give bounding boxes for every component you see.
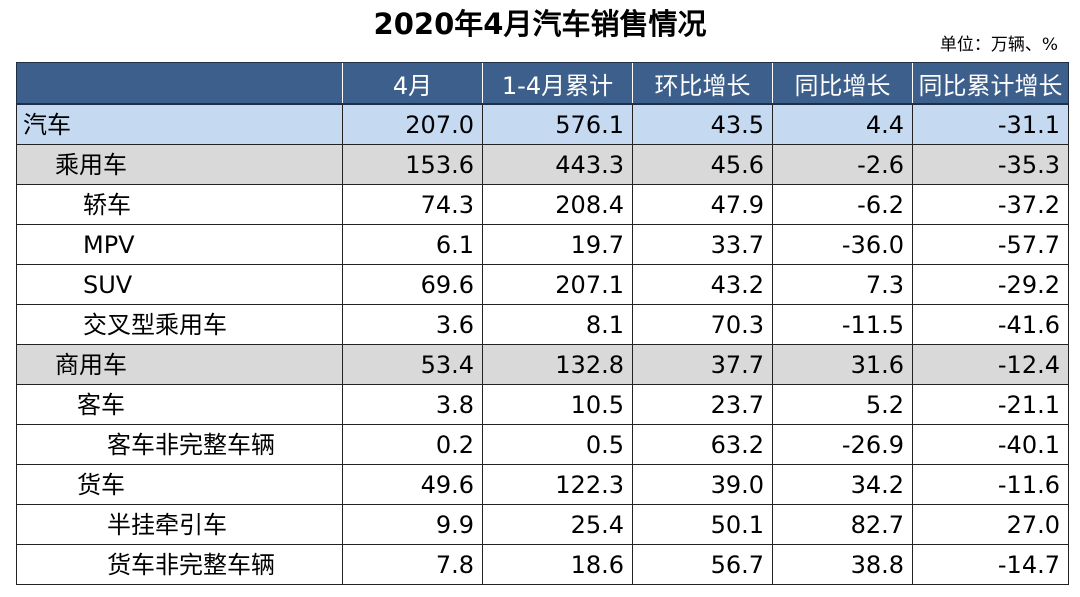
- mom-growth-value: 43.2: [632, 264, 773, 305]
- yoy-growth-value: 5.2: [772, 384, 913, 425]
- mom-growth-value: 50.1: [632, 504, 773, 545]
- cumulative-value: 0.5: [482, 424, 633, 465]
- april-value: 0.2: [342, 424, 483, 465]
- header-yoy-growth: 同比增长: [772, 62, 913, 105]
- yoy-growth-value: 4.4: [772, 103, 913, 145]
- table-body: 汽车 207.0 576.1 43.5 4.4 -31.1 乘用车 153.6 443.3 45.…: [16, 103, 1069, 585]
- yoy-cumulative-growth-value: -37.2: [912, 184, 1069, 225]
- header-jan-apr-cumulative: 1-4月累计: [482, 62, 633, 105]
- row-name: 客车: [16, 384, 343, 425]
- yoy-cumulative-growth-value: -29.2: [912, 264, 1069, 305]
- table-row: SUV 69.6 207.1 43.2 7.3 -29.2: [16, 264, 1069, 305]
- row-name: 客车非完整车辆: [16, 424, 343, 465]
- mom-growth-value: 37.7: [632, 344, 773, 385]
- cumulative-value: 576.1: [482, 103, 633, 145]
- cumulative-value: 443.3: [482, 144, 633, 185]
- header-april: 4月: [342, 62, 483, 105]
- table-row: 客车非完整车辆 0.2 0.5 63.2 -26.9 -40.1: [16, 424, 1069, 465]
- yoy-growth-value: -26.9: [772, 424, 913, 465]
- april-value: 74.3: [342, 184, 483, 225]
- table-row: 交叉型乘用车 3.6 8.1 70.3 -11.5 -41.6: [16, 304, 1069, 345]
- cumulative-value: 18.6: [482, 544, 633, 585]
- yoy-growth-value: -2.6: [772, 144, 913, 185]
- header-mom-growth: 环比增长: [632, 62, 773, 105]
- april-value: 9.9: [342, 504, 483, 545]
- cumulative-value: 8.1: [482, 304, 633, 345]
- mom-growth-value: 43.5: [632, 103, 773, 145]
- cumulative-value: 122.3: [482, 464, 633, 505]
- row-name: 半挂牵引车: [16, 504, 343, 545]
- yoy-cumulative-growth-value: -31.1: [912, 103, 1069, 145]
- cumulative-value: 19.7: [482, 224, 633, 265]
- cumulative-value: 132.8: [482, 344, 633, 385]
- yoy-growth-value: -6.2: [772, 184, 913, 225]
- april-value: 49.6: [342, 464, 483, 505]
- mom-growth-value: 23.7: [632, 384, 773, 425]
- table-row: 半挂牵引车 9.9 25.4 50.1 82.7 27.0: [16, 504, 1069, 545]
- row-name: SUV: [16, 264, 343, 305]
- yoy-cumulative-growth-value: -12.4: [912, 344, 1069, 385]
- header-category: [16, 62, 343, 105]
- sales-table: 4月 1-4月累计 环比增长 同比增长 同比累计增长 汽车 207.0 576.1 4…: [16, 62, 1069, 585]
- yoy-cumulative-growth-value: 27.0: [912, 504, 1069, 545]
- mom-growth-value: 63.2: [632, 424, 773, 465]
- yoy-cumulative-growth-value: -41.6: [912, 304, 1069, 345]
- yoy-growth-value: 7.3: [772, 264, 913, 305]
- april-value: 207.0: [342, 103, 483, 145]
- table-row: 客车 3.8 10.5 23.7 5.2 -21.1: [16, 384, 1069, 425]
- april-value: 6.1: [342, 224, 483, 265]
- yoy-cumulative-growth-value: -21.1: [912, 384, 1069, 425]
- table-row: 轿车 74.3 208.4 47.9 -6.2 -37.2: [16, 184, 1069, 225]
- yoy-cumulative-growth-value: -11.6: [912, 464, 1069, 505]
- yoy-cumulative-growth-value: -57.7: [912, 224, 1069, 265]
- yoy-growth-value: -11.5: [772, 304, 913, 345]
- table-row: MPV 6.1 19.7 33.7 -36.0 -57.7: [16, 224, 1069, 265]
- table-row: 汽车 207.0 576.1 43.5 4.4 -31.1: [16, 103, 1069, 145]
- table-row: 货车 49.6 122.3 39.0 34.2 -11.6: [16, 464, 1069, 505]
- row-name: MPV: [16, 224, 343, 265]
- mom-growth-value: 39.0: [632, 464, 773, 505]
- mom-growth-value: 70.3: [632, 304, 773, 345]
- page-title: 2020年4月汽车销售情况: [373, 7, 707, 41]
- yoy-cumulative-growth-value: -35.3: [912, 144, 1069, 185]
- april-value: 69.6: [342, 264, 483, 305]
- row-name: 货车: [16, 464, 343, 505]
- header-yoy-cumulative-growth: 同比累计增长: [912, 62, 1069, 105]
- april-value: 53.4: [342, 344, 483, 385]
- mom-growth-value: 45.6: [632, 144, 773, 185]
- cumulative-value: 208.4: [482, 184, 633, 225]
- cumulative-value: 207.1: [482, 264, 633, 305]
- row-name: 交叉型乘用车: [16, 304, 343, 345]
- table-row: 乘用车 153.6 443.3 45.6 -2.6 -35.3: [16, 144, 1069, 185]
- yoy-cumulative-growth-value: -40.1: [912, 424, 1069, 465]
- april-value: 3.6: [342, 304, 483, 345]
- cumulative-value: 10.5: [482, 384, 633, 425]
- table-row: 商用车 53.4 132.8 37.7 31.6 -12.4: [16, 344, 1069, 385]
- april-value: 7.8: [342, 544, 483, 585]
- mom-growth-value: 56.7: [632, 544, 773, 585]
- mom-growth-value: 33.7: [632, 224, 773, 265]
- row-name: 商用车: [16, 344, 343, 385]
- row-name: 货车非完整车辆: [16, 544, 343, 585]
- april-value: 3.8: [342, 384, 483, 425]
- row-name: 乘用车: [16, 144, 343, 185]
- yoy-growth-value: 82.7: [772, 504, 913, 545]
- cumulative-value: 25.4: [482, 504, 633, 545]
- table-header-row: 4月 1-4月累计 环比增长 同比增长 同比累计增长: [16, 62, 1069, 105]
- yoy-growth-value: 31.6: [772, 344, 913, 385]
- yoy-growth-value: 34.2: [772, 464, 913, 505]
- april-value: 153.6: [342, 144, 483, 185]
- yoy-cumulative-growth-value: -14.7: [912, 544, 1069, 585]
- unit-note: 单位：万辆、%: [939, 35, 1058, 55]
- row-name: 汽车: [16, 103, 343, 145]
- mom-growth-value: 47.9: [632, 184, 773, 225]
- table-row: 货车非完整车辆 7.8 18.6 56.7 38.8 -14.7: [16, 544, 1069, 585]
- yoy-growth-value: 38.8: [772, 544, 913, 585]
- yoy-growth-value: -36.0: [772, 224, 913, 265]
- row-name: 轿车: [16, 184, 343, 225]
